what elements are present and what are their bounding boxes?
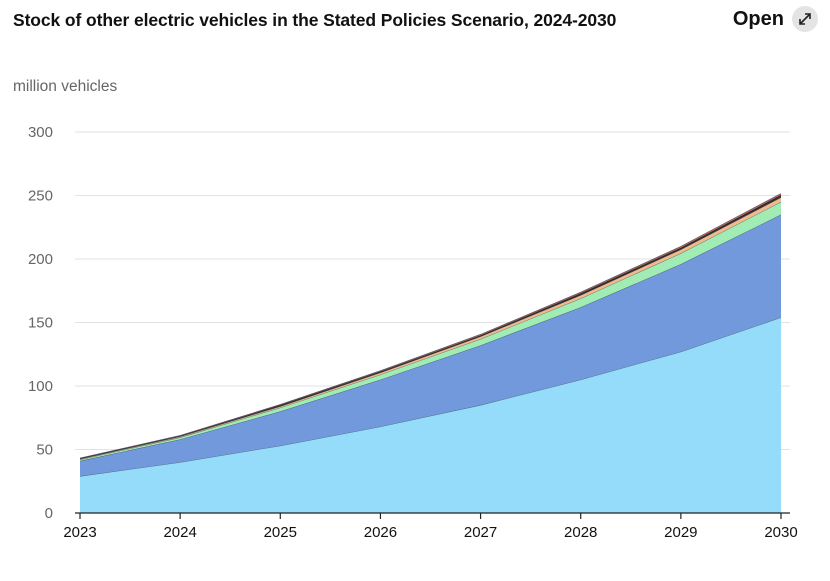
x-tick-label: 2028 — [564, 524, 597, 541]
y-tick-label: 150 — [28, 315, 53, 332]
area-outline-6 — [79, 193, 782, 459]
y-tick-label: 200 — [28, 251, 53, 268]
area-series-2 — [80, 214, 781, 477]
area-series-1 — [80, 317, 781, 513]
chart-title: Stock of other electric vehicles in the … — [13, 10, 617, 30]
y-tick-label: 250 — [28, 188, 53, 205]
y-tick-label: 0 — [45, 505, 53, 522]
y-tick-label: 300 — [28, 124, 53, 141]
axes: 0 50 100 150 200 250 300 2023 2024 2025 2026 2027 20… — [28, 124, 798, 541]
open-label: Open — [732, 7, 784, 30]
y-tick-label: 100 — [28, 378, 53, 395]
expand-arrows-icon — [792, 6, 818, 32]
x-tick-label: 2027 — [464, 524, 497, 541]
x-tick-label: 2025 — [264, 524, 297, 541]
x-tick-label: 2024 — [163, 524, 196, 541]
open-button[interactable]: Open — [733, 6, 818, 32]
y-axis-unit-label: million vehicles — [13, 78, 118, 95]
area-series — [79, 193, 782, 513]
y-tick-label: 50 — [36, 442, 53, 459]
x-tick-label: 2030 — [764, 524, 797, 541]
x-tick-label: 2026 — [364, 524, 397, 541]
x-tick-label: 2023 — [63, 524, 96, 541]
x-tick-label: 2029 — [664, 524, 697, 541]
